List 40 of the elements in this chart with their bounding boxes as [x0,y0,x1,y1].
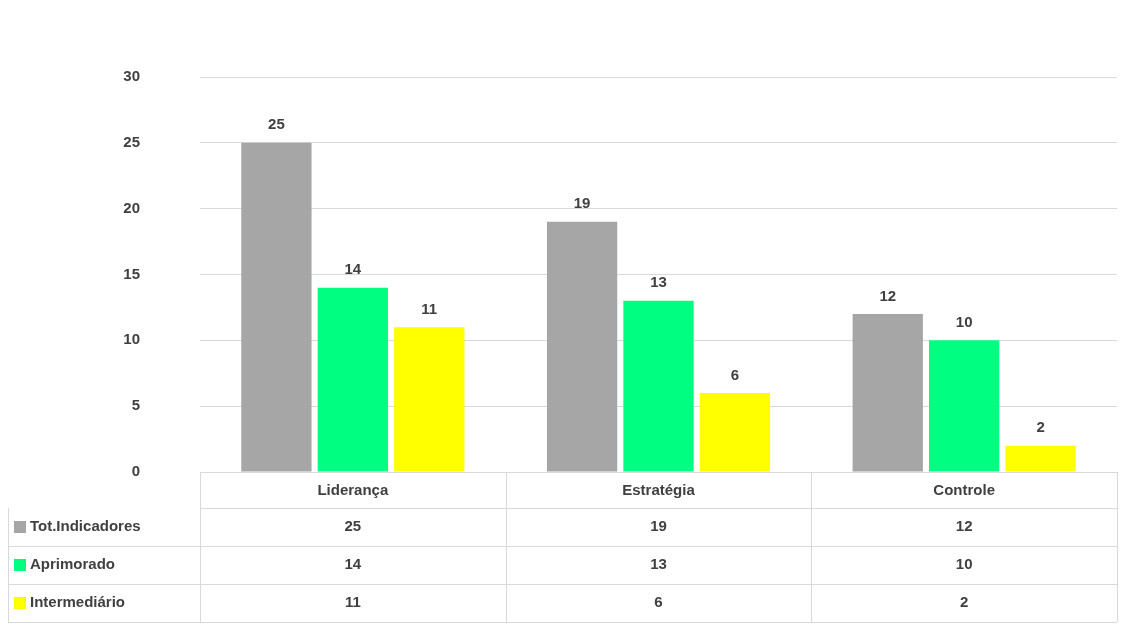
data-label: 12 [955,517,973,535]
annotation: 11 [421,299,438,317]
data-label: 14 [344,555,362,573]
annotation: 12 [879,286,897,304]
bar [929,340,1000,472]
y-tick-label: 5 [131,396,140,414]
annotation: 19 [573,194,591,212]
data-label: 13 [650,555,667,573]
bar [317,287,388,472]
legend-label: Intermediário [30,593,126,611]
y-tick-label: 20 [123,198,140,216]
data-label: 19 [650,517,667,535]
annotation: 6 [730,365,740,383]
annotation: 25 [268,115,285,133]
annotation: 2 [1036,418,1045,436]
y-tick-label: 0 [131,462,140,480]
bar [623,300,694,472]
legend-label: Aprimorado [30,555,116,573]
data-label: 11 [344,593,361,611]
data-label: 10 [955,555,973,573]
bar [699,393,771,472]
y-tick-label: 10 [123,330,140,348]
x-tick-label: Estratégia [622,481,696,499]
x-tick-label: Controle [933,481,995,499]
bar [241,142,312,472]
bar [546,221,618,472]
bar [1005,445,1076,472]
annotation: 13 [650,273,667,291]
bar [852,314,923,472]
y-tick-label: 15 [123,264,140,282]
annotation: 14 [344,260,362,278]
bar [394,327,465,472]
x-tick-label: Liderança [317,481,389,499]
data-label: 2 [959,593,969,611]
y-tick-label: 30 [123,67,140,85]
y-tick-label: 25 [123,132,140,150]
annotation: 10 [955,312,973,330]
data-label: 25 [344,517,362,535]
legend-label: Tot.Indicadores [30,517,141,535]
data-label: 6 [654,593,663,611]
